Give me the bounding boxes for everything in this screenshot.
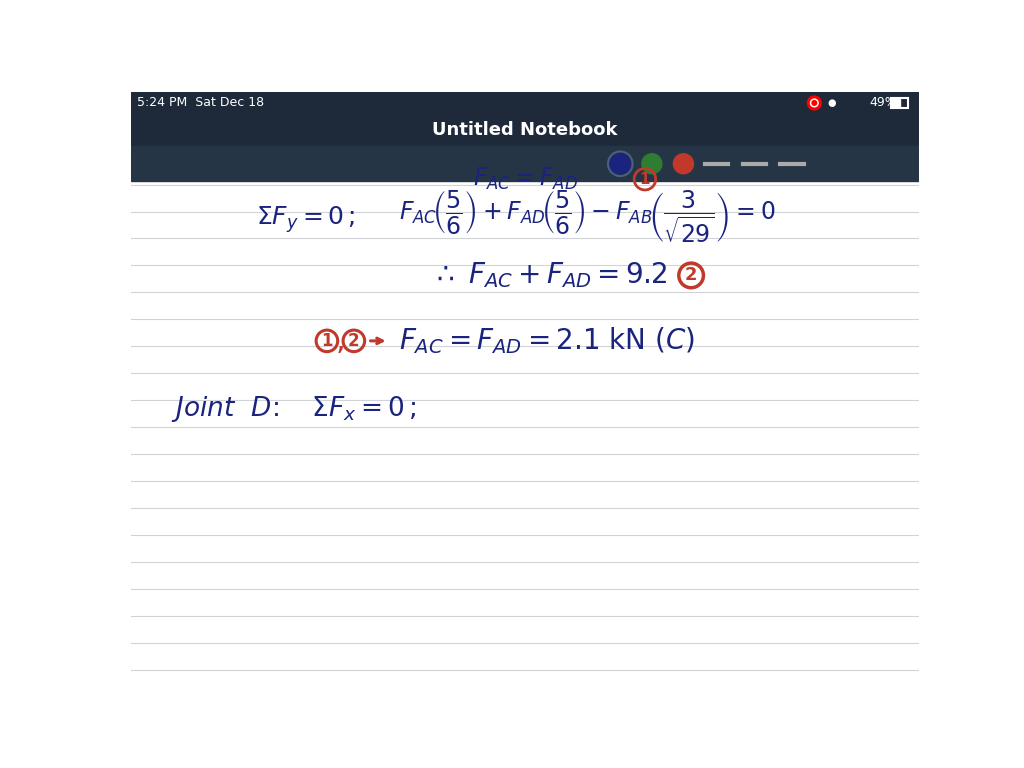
Text: $\Sigma F_y = 0\,;$: $\Sigma F_y = 0\,;$ [256,204,355,234]
Circle shape [610,154,631,174]
Bar [891,98,908,108]
Text: 49%: 49% [869,97,897,109]
Bar [131,114,920,146]
Text: ,: , [335,326,345,356]
Text: 1: 1 [640,172,650,187]
Text: 2: 2 [685,266,697,284]
Bar [131,146,920,180]
Text: $F_{AC} = F_{AD}$: $F_{AC} = F_{AD}$ [473,166,579,192]
Text: 5:24 PM  Sat Dec 18: 5:24 PM Sat Dec 18 [137,97,264,109]
Text: $\mathit{Joint}\ \ D\!:\ \ \ \Sigma F_x = 0\,;$: $\mathit{Joint}\ \ D\!:\ \ \ \Sigma F_x … [171,395,417,425]
Text: $F_{AC} = F_{AD} = 2.1\ \mathrm{kN}\ (C)$: $F_{AC} = F_{AD} = 2.1\ \mathrm{kN}\ (C)… [398,326,695,356]
Text: ●: ● [827,98,836,108]
Text: 1: 1 [322,332,333,350]
Bar [131,92,920,114]
Text: $F_{AC}\!\left(\dfrac{5}{6}\right) + F_{AD}\!\left(\dfrac{5}{6}\right) - F_{AB}\: $F_{AC}\!\left(\dfrac{5}{6}\right) + F_{… [398,189,775,245]
Bar [131,180,920,684]
Text: 2: 2 [348,332,359,350]
Bar [892,99,900,107]
Circle shape [642,154,662,174]
Circle shape [810,99,818,107]
Circle shape [807,96,821,110]
Text: Untitled Notebook: Untitled Notebook [432,121,617,139]
Circle shape [812,101,816,105]
Text: $\therefore\ F_{AC} + F_{AD} = 9.2$: $\therefore\ F_{AC} + F_{AD} = 9.2$ [431,260,667,290]
Circle shape [674,154,693,174]
